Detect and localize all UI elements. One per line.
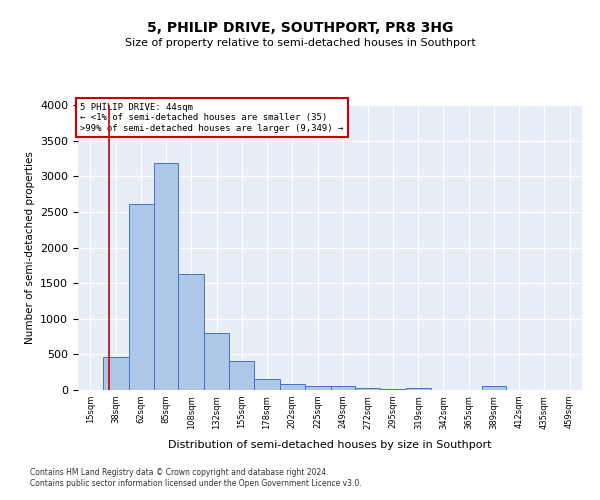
Bar	[154, 162, 178, 390]
Bar	[305, 386, 331, 390]
Text: 5, PHILIP DRIVE, SOUTHPORT, PR8 3HG: 5, PHILIP DRIVE, SOUTHPORT, PR8 3HG	[147, 20, 453, 34]
Bar	[331, 386, 355, 390]
Bar	[280, 384, 305, 390]
Bar	[482, 386, 506, 390]
Bar	[129, 204, 154, 390]
Bar	[229, 361, 254, 390]
Bar	[355, 388, 380, 390]
X-axis label: Distribution of semi-detached houses by size in Southport: Distribution of semi-detached houses by …	[168, 440, 492, 450]
Bar	[204, 333, 229, 390]
Bar	[178, 274, 204, 390]
Text: 5 PHILIP DRIVE: 44sqm
← <1% of semi-detached houses are smaller (35)
>99% of sem: 5 PHILIP DRIVE: 44sqm ← <1% of semi-deta…	[80, 103, 344, 132]
Text: Contains public sector information licensed under the Open Government Licence v3: Contains public sector information licen…	[30, 479, 362, 488]
Y-axis label: Number of semi-detached properties: Number of semi-detached properties	[25, 151, 35, 344]
Bar	[406, 388, 431, 390]
Bar	[380, 389, 406, 390]
Text: Contains HM Land Registry data © Crown copyright and database right 2024.: Contains HM Land Registry data © Crown c…	[30, 468, 329, 477]
Bar	[254, 378, 280, 390]
Text: Size of property relative to semi-detached houses in Southport: Size of property relative to semi-detach…	[125, 38, 475, 48]
Bar	[103, 357, 129, 390]
